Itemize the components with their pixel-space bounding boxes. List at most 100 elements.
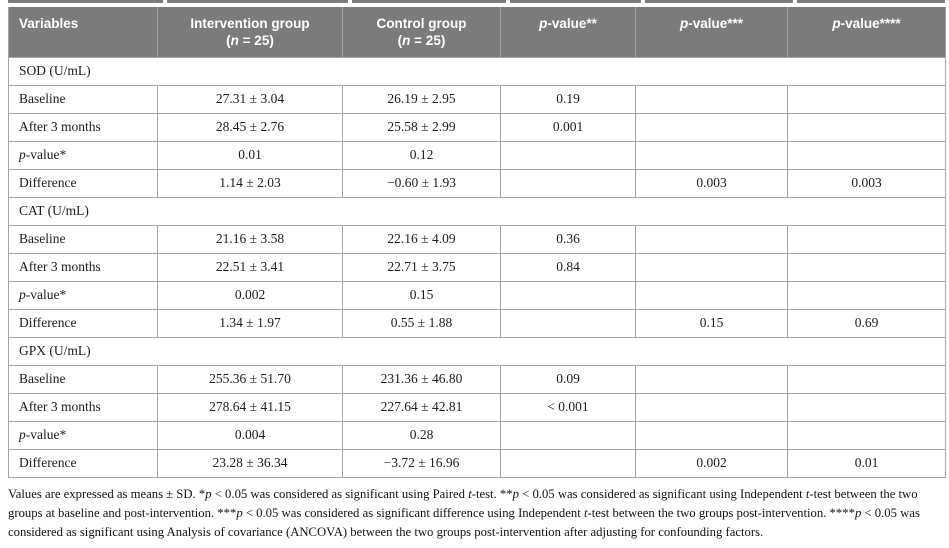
row-label: p-value* bbox=[8, 420, 158, 450]
table-row: p-value* 0.004 0.28 bbox=[8, 420, 946, 450]
cell-p-value-3 bbox=[635, 112, 788, 142]
cell-p-value-4 bbox=[787, 392, 946, 422]
cell-p-value-2: 0.84 bbox=[500, 252, 636, 282]
table-row: Baseline 255.36 ± 51.70 231.36 ± 46.80 0… bbox=[8, 364, 946, 394]
cell-intervention: 21.16 ± 3.58 bbox=[157, 224, 343, 254]
cell-p-value-4 bbox=[787, 252, 946, 282]
cell-intervention: 0.004 bbox=[157, 420, 343, 450]
cell-intervention: 1.34 ± 1.97 bbox=[157, 308, 343, 338]
header-row: Variables Intervention group (n = 25) Co… bbox=[8, 7, 946, 58]
data-table: Variables Intervention group (n = 25) Co… bbox=[8, 7, 946, 478]
section-row-cat: CAT (U/mL) bbox=[8, 196, 946, 226]
cell-control: 227.64 ± 42.81 bbox=[342, 392, 501, 422]
cell-intervention: 278.64 ± 41.15 bbox=[157, 392, 343, 422]
cell-p-value-3: 0.15 bbox=[635, 308, 788, 338]
section-title: CAT (U/mL) bbox=[8, 196, 946, 226]
column-header-control-group: Control group (n = 25) bbox=[342, 7, 501, 58]
cell-intervention: 0.002 bbox=[157, 280, 343, 310]
cell-p-value-4: 0.01 bbox=[787, 448, 946, 478]
cell-p-value-4 bbox=[787, 280, 946, 310]
cell-p-value-3 bbox=[635, 364, 788, 394]
row-label: Baseline bbox=[8, 224, 158, 254]
cell-p-value-2 bbox=[500, 308, 636, 338]
cell-p-value-3: 0.002 bbox=[635, 448, 788, 478]
table-top-bar bbox=[8, 0, 945, 3]
cell-intervention: 22.51 ± 3.41 bbox=[157, 252, 343, 282]
cell-p-value-4 bbox=[787, 84, 946, 114]
column-header-intervention-group: Intervention group (n = 25) bbox=[157, 7, 343, 58]
table-row: Difference 1.14 ± 2.03 −0.60 ± 1.93 0.00… bbox=[8, 168, 946, 198]
row-label: After 3 months bbox=[8, 112, 158, 142]
cell-p-value-3 bbox=[635, 252, 788, 282]
cell-p-value-3 bbox=[635, 280, 788, 310]
cell-p-value-3 bbox=[635, 84, 788, 114]
row-label: Baseline bbox=[8, 84, 158, 114]
cell-p-value-2 bbox=[500, 420, 636, 450]
cell-p-value-2 bbox=[500, 448, 636, 478]
cell-p-value-2: 0.36 bbox=[500, 224, 636, 254]
table-row: Difference 1.34 ± 1.97 0.55 ± 1.88 0.15 … bbox=[8, 308, 946, 338]
cell-p-value-3 bbox=[635, 224, 788, 254]
cell-p-value-2 bbox=[500, 280, 636, 310]
table-header: Variables Intervention group (n = 25) Co… bbox=[8, 7, 946, 58]
row-label: After 3 months bbox=[8, 252, 158, 282]
cell-control: −0.60 ± 1.93 bbox=[342, 168, 501, 198]
cell-p-value-3 bbox=[635, 420, 788, 450]
cell-intervention: 28.45 ± 2.76 bbox=[157, 112, 343, 142]
cell-control: 26.19 ± 2.95 bbox=[342, 84, 501, 114]
section-row-gpx: GPX (U/mL) bbox=[8, 336, 946, 366]
cell-control: 22.71 ± 3.75 bbox=[342, 252, 501, 282]
column-header-variables: Variables bbox=[8, 7, 158, 58]
cell-control: 0.15 bbox=[342, 280, 501, 310]
cell-p-value-4 bbox=[787, 420, 946, 450]
cell-control: −3.72 ± 16.96 bbox=[342, 448, 501, 478]
table-row: Baseline 27.31 ± 3.04 26.19 ± 2.95 0.19 bbox=[8, 84, 946, 114]
cell-p-value-2 bbox=[500, 168, 636, 198]
cell-control: 231.36 ± 46.80 bbox=[342, 364, 501, 394]
cell-p-value-4 bbox=[787, 140, 946, 170]
table-top-bar-segment bbox=[167, 0, 348, 3]
section-title: GPX (U/mL) bbox=[8, 336, 946, 366]
table-row: After 3 months 278.64 ± 41.15 227.64 ± 4… bbox=[8, 392, 946, 422]
row-label: Difference bbox=[8, 308, 158, 338]
table-row: Difference 23.28 ± 36.34 −3.72 ± 16.96 0… bbox=[8, 448, 946, 478]
section-title: SOD (U/mL) bbox=[8, 56, 946, 86]
column-header-p-value-4: p-value**** bbox=[787, 7, 946, 58]
table-body: SOD (U/mL) Baseline 27.31 ± 3.04 26.19 ±… bbox=[8, 56, 946, 478]
cell-p-value-3: 0.003 bbox=[635, 168, 788, 198]
column-header-p-value-2: p-value** bbox=[500, 7, 636, 58]
cell-control: 25.58 ± 2.99 bbox=[342, 112, 501, 142]
cell-intervention: 255.36 ± 51.70 bbox=[157, 364, 343, 394]
column-header-p-value-3: p-value*** bbox=[635, 7, 788, 58]
row-label: Difference bbox=[8, 168, 158, 198]
table-top-bar-segment bbox=[645, 0, 793, 3]
cell-p-value-3 bbox=[635, 140, 788, 170]
cell-control: 0.12 bbox=[342, 140, 501, 170]
cell-p-value-4 bbox=[787, 112, 946, 142]
table-footnote: Values are expressed as means ± SD. *p <… bbox=[8, 486, 920, 539]
cell-control: 0.55 ± 1.88 bbox=[342, 308, 501, 338]
cell-p-value-2: 0.09 bbox=[500, 364, 636, 394]
cell-control: 22.16 ± 4.09 bbox=[342, 224, 501, 254]
table-row: After 3 months 28.45 ± 2.76 25.58 ± 2.99… bbox=[8, 112, 946, 142]
table-row: p-value* 0.002 0.15 bbox=[8, 280, 946, 310]
cell-p-value-4: 0.69 bbox=[787, 308, 946, 338]
cell-p-value-2: 0.001 bbox=[500, 112, 636, 142]
results-table: Variables Intervention group (n = 25) Co… bbox=[8, 0, 946, 542]
cell-intervention: 0.01 bbox=[157, 140, 343, 170]
table-top-bar-segment bbox=[352, 0, 506, 3]
cell-intervention: 23.28 ± 36.34 bbox=[157, 448, 343, 478]
cell-p-value-2: 0.19 bbox=[500, 84, 636, 114]
cell-p-value-3 bbox=[635, 392, 788, 422]
table-row: Baseline 21.16 ± 3.58 22.16 ± 4.09 0.36 bbox=[8, 224, 946, 254]
row-label: After 3 months bbox=[8, 392, 158, 422]
cell-p-value-4 bbox=[787, 364, 946, 394]
cell-control: 0.28 bbox=[342, 420, 501, 450]
row-label: Difference bbox=[8, 448, 158, 478]
row-label: p-value* bbox=[8, 140, 158, 170]
table-row: p-value* 0.01 0.12 bbox=[8, 140, 946, 170]
cell-p-value-4 bbox=[787, 224, 946, 254]
cell-p-value-4: 0.003 bbox=[787, 168, 946, 198]
cell-intervention: 27.31 ± 3.04 bbox=[157, 84, 343, 114]
